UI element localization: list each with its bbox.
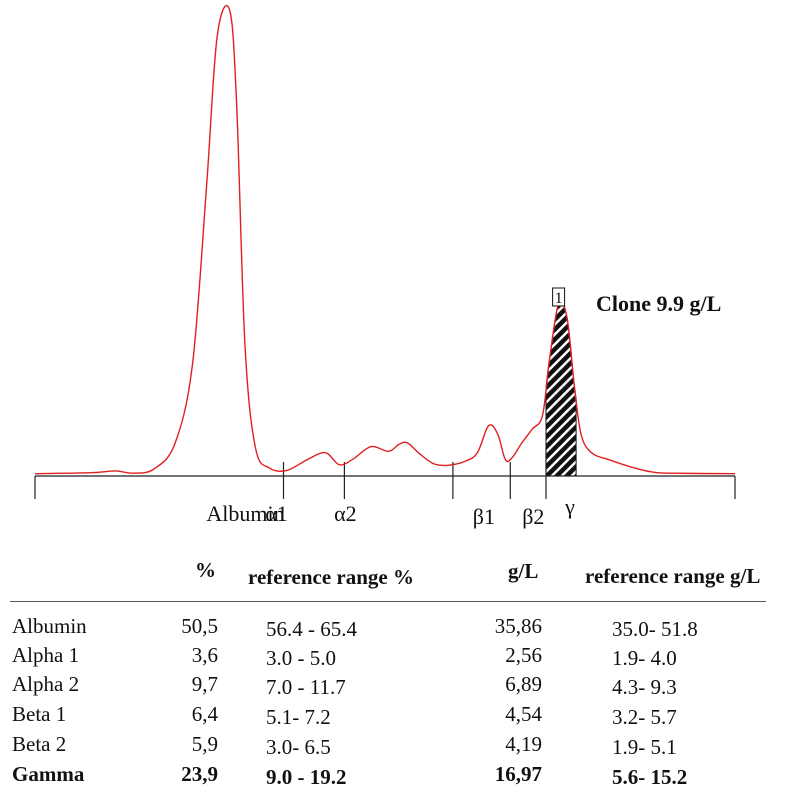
cell-name: Albumin	[12, 614, 87, 638]
cell-pct: 6,4	[191, 702, 218, 726]
cell-gl: 16,97	[494, 762, 542, 786]
baseline-layer	[34, 475, 736, 499]
fraction-label-5: β2	[522, 504, 544, 529]
clone-label: Clone 9.9 g/L	[596, 291, 721, 316]
cell-pct: 5,9	[191, 732, 218, 756]
fraction-label-1: Albumin	[206, 501, 284, 526]
clone-area	[545, 300, 577, 477]
cell-pct: 9,7	[191, 672, 218, 696]
cell-ref-pct: 7.0 - 11.7	[266, 675, 346, 699]
cell-gl: 6,89	[505, 672, 542, 696]
cell-ref-gl: 1.9- 4.0	[612, 646, 677, 670]
cell-ref-pct: 5.1- 7.2	[266, 705, 331, 729]
table-row: Alpha 2 9,7 7.0 - 11.7 6,89 4.3- 9.3	[0, 672, 804, 702]
table-row: Gamma 23,9 9.0 - 19.2 16,97 5.6- 15.2	[0, 762, 804, 792]
cell-name: Beta 2	[12, 732, 67, 756]
cell-name: Alpha 2	[12, 672, 80, 696]
cell-gl: 2,56	[505, 643, 542, 667]
cell-ref-gl: 4.3- 9.3	[612, 675, 677, 699]
table-row: Albumin 50,5 56.4 - 65.4 35,86 35.0- 51.8	[0, 614, 804, 644]
cell-pct: 23,9	[181, 762, 218, 786]
cell-pct: 3,6	[191, 643, 218, 667]
header-percent: %	[195, 558, 216, 582]
curve-layer	[34, 4, 736, 475]
cell-ref-pct: 9.0 - 19.2	[266, 765, 347, 789]
cell-gl: 4,54	[505, 702, 542, 726]
cell-ref-gl: 35.0- 51.8	[612, 617, 698, 641]
cell-pct: 50,5	[181, 614, 218, 638]
clone-layer	[545, 300, 577, 477]
fraction-label-2: α1	[265, 501, 288, 526]
cell-ref-pct: 3.0- 6.5	[266, 735, 331, 759]
cell-name: Alpha 1	[12, 643, 80, 667]
cell-name: Gamma	[12, 762, 85, 786]
cell-name: Beta 1	[12, 702, 67, 726]
header-reference-range-percent: reference range %	[248, 565, 414, 589]
electrophoresis-curve	[34, 4, 736, 475]
fraction-label-6: γ	[564, 494, 575, 519]
table-row: Alpha 1 3,6 3.0 - 5.0 2,56 1.9- 4.0	[0, 643, 804, 673]
cell-ref-gl: 3.2- 5.7	[612, 705, 677, 729]
header-divider	[10, 601, 766, 602]
boundary-layer	[282, 448, 547, 499]
results-table: % reference range % g/L reference range …	[0, 548, 804, 789]
table-row: Beta 2 5,9 3.0- 6.5 4,19 1.9- 5.1	[0, 732, 804, 762]
table-row: Beta 1 6,4 5.1- 7.2 4,54 3.2- 5.7	[0, 702, 804, 732]
fraction-label-3: α2	[334, 501, 357, 526]
fraction-label-4: β1	[473, 504, 495, 529]
clone-marker-number: 1	[555, 290, 563, 307]
cell-ref-pct: 56.4 - 65.4	[266, 617, 357, 641]
cell-ref-gl: 5.6- 15.2	[612, 765, 688, 789]
clone-marker-box	[552, 287, 566, 307]
header-reference-range-gl: reference range g/L	[585, 564, 761, 588]
cell-ref-gl: 1.9- 5.1	[612, 735, 677, 759]
header-grams-per-litre: g/L	[508, 559, 539, 583]
cell-ref-pct: 3.0 - 5.0	[266, 646, 336, 670]
cell-gl: 35,86	[494, 614, 542, 638]
cell-gl: 4,19	[505, 732, 542, 756]
